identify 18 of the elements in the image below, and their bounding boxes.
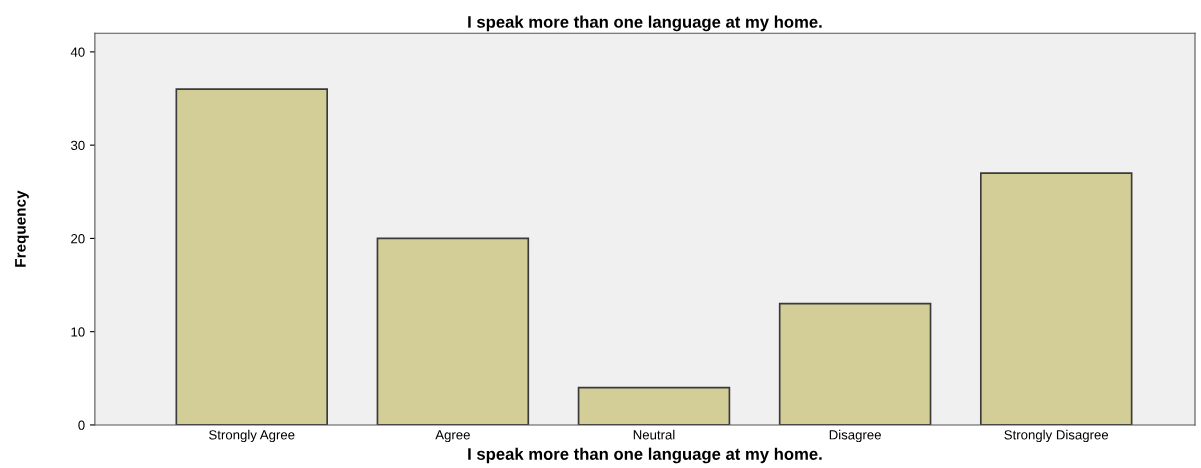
y-tick-label: 0 — [78, 420, 85, 430]
bar — [175, 88, 329, 425]
x-tick-label: Neutral — [633, 429, 675, 440]
bar — [979, 172, 1133, 425]
bar — [778, 302, 932, 425]
y-tick-label: 30 — [70, 140, 85, 151]
y-tick-label: 10 — [71, 327, 85, 337]
x-tick-label: Strongly Agree — [209, 429, 295, 443]
x-tick-label: Disagree — [829, 429, 881, 443]
chart-title: I speak more than one language at my home. — [468, 15, 822, 32]
x-axis-title: I speak more than one language at my home. — [468, 447, 822, 464]
bar — [376, 237, 530, 425]
x-tick-label: Strongly Disagree — [1004, 429, 1109, 443]
bar — [577, 386, 731, 425]
y-tick-label: 20 — [71, 233, 85, 244]
y-tick-label: 40 — [70, 47, 85, 57]
y-axis-title: Frequency — [15, 190, 29, 267]
x-tick-label: Agree — [435, 430, 470, 443]
